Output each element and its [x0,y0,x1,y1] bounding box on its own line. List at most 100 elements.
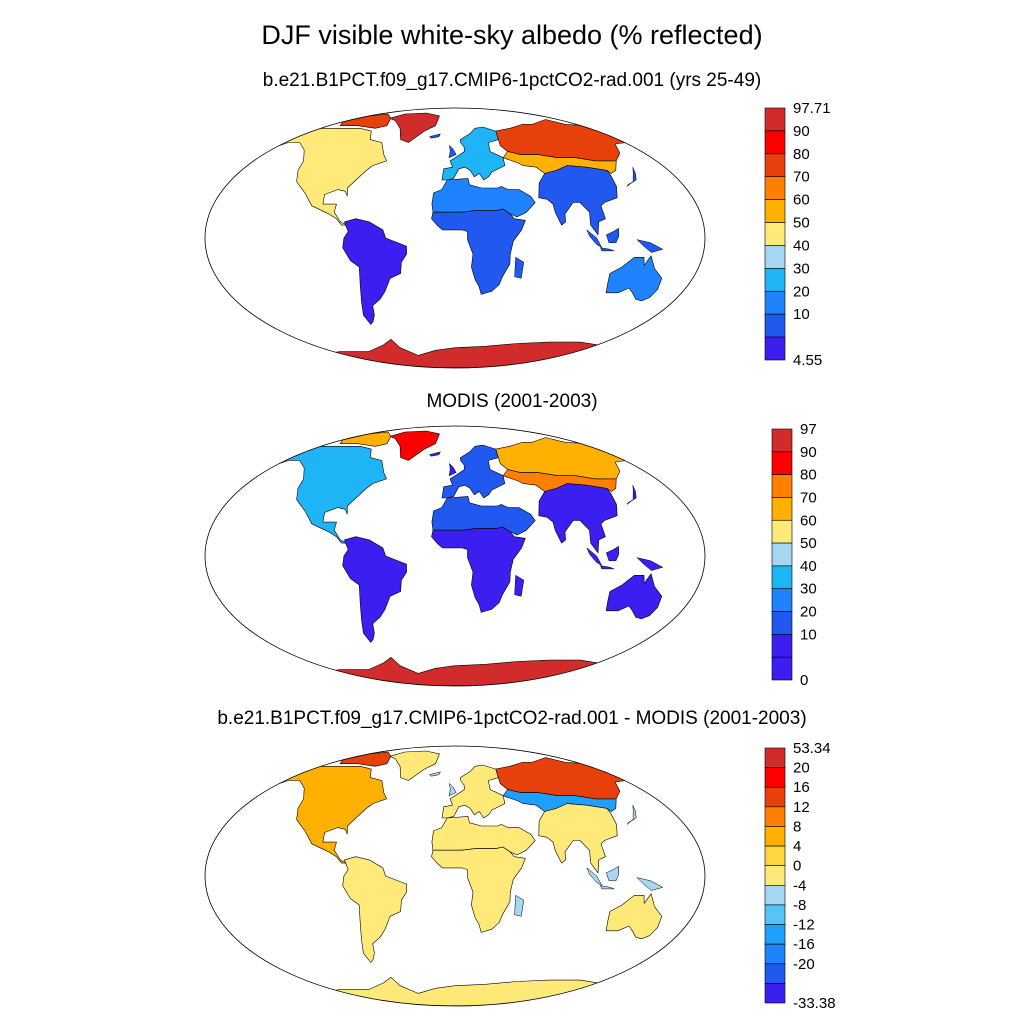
colorbar-label: 4.55 [793,352,822,369]
region-north-america [271,766,387,864]
island-7 [448,462,457,477]
island-5 [514,894,525,917]
island-1 [605,865,620,882]
island-2 [600,565,615,570]
colorbar-box [764,963,786,984]
map-panel-3 [204,745,706,1007]
region-canadian-arctic [339,751,392,767]
map-border [204,745,706,1007]
colorbar-label: 20 [800,604,817,621]
region-north-america [271,128,387,226]
colorbar-label: 10 [800,626,817,643]
island-4 [626,805,637,825]
colorbar-box [771,542,793,567]
island-6 [661,612,686,631]
panel-2-title: MODIS (2001-2003) [426,391,598,412]
colorbar-label: -8 [793,897,806,914]
island-0 [586,867,603,887]
region-greenland [389,112,440,143]
region-europe [441,764,506,819]
map-border [204,425,706,687]
region-south-america [342,536,407,643]
colorbar-box [764,943,786,965]
panel-3-title: b.e21.B1PCT.f09_g17.CMIP6-1pctCO2-rad.00… [217,708,807,729]
colorbar-1: 97.71 90 80 70 60 50 40 30 20 10 4.55 [764,100,831,369]
island-6 [661,294,686,313]
colorbar-label: 4 [793,838,801,855]
land-cells [271,750,686,1006]
region-africa [431,208,526,295]
colorbar-label: -4 [793,877,806,894]
colorbar-box [764,924,786,945]
colorbar-label: -16 [793,936,815,953]
region-africa [431,846,526,933]
colorbar-box [771,474,793,498]
region-antarctica [279,339,631,368]
colorbar-label: 30 [793,260,810,277]
region-central-asia [502,151,617,174]
colorbar-label: 97 [800,421,817,438]
colorbar-label: 30 [800,581,817,598]
colorbar-box [764,130,786,155]
region-antarctica [279,657,631,686]
region-europe [441,444,506,499]
region-canadian-arctic [339,431,392,447]
colorbar-label: 90 [793,123,810,140]
colorbar-label: 50 [800,535,817,552]
panel-1-title: b.e21.B1PCT.f09_g17.CMIP6-1pctCO2-rad.00… [262,70,762,91]
colorbar-box [764,153,786,178]
region-australia [605,255,663,302]
island-5 [514,256,525,279]
island-8 [428,771,441,777]
colorbar-label: 20 [793,760,810,777]
region-central-asia [502,789,617,812]
colorbar-label: 0 [793,858,801,875]
colorbar-label: 90 [800,444,817,461]
island-0 [586,229,603,249]
colorbar-box [764,826,786,847]
colorbar-box [771,497,793,521]
colorbar-label: -33.38 [793,995,836,1012]
region-south-america [342,856,407,963]
colorbar-box [771,519,793,544]
colorbar-box [764,336,786,361]
colorbar-label: 53.34 [793,740,831,757]
map-panel-1 [204,107,706,369]
colorbar-label: 40 [800,558,817,575]
colorbar-label: 12 [793,799,810,816]
region-australia [605,573,663,620]
figure-title: DJF visible white-sky albedo (% reflecte… [261,20,763,50]
colorbar-label: 70 [793,169,810,186]
region-antarctica [279,977,631,1006]
colorbar-box [764,199,786,223]
region-africa [431,526,526,613]
colorbar-box [764,107,786,132]
colorbar-box [764,222,786,246]
colorbar-label: 70 [800,489,817,506]
island-2 [600,247,615,252]
colorbar-box [764,904,786,925]
colorbar-label: 20 [793,283,810,300]
island-7 [448,144,457,159]
island-8 [428,451,441,457]
region-greenland [389,430,440,461]
colorbar-label: 10 [793,306,810,323]
colorbar-box [764,290,786,315]
region-north-america [271,446,387,544]
colorbar-label: -20 [793,956,815,973]
colorbar-label: 0 [800,672,808,689]
island-0 [586,547,603,567]
island-4 [626,485,637,505]
island-5 [514,574,525,597]
colorbar-box [771,428,793,453]
island-1 [605,545,620,562]
colorbar-label: 80 [800,467,817,484]
map-border [204,107,706,369]
island-1 [605,227,620,244]
island-3 [636,877,664,891]
island-7 [448,782,457,797]
colorbar-box [764,747,786,768]
island-6 [661,932,686,951]
island-3 [636,239,664,253]
